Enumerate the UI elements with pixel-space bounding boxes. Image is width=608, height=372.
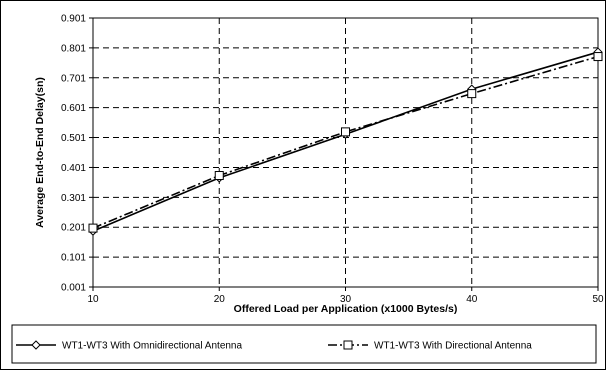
y-tick-label: 0.401 [61,163,86,174]
series-line [92,55,599,229]
y-tick-label: 0.301 [61,193,86,204]
square-marker [88,223,98,233]
x-axis-ticks: 10 20 30 40 50 [87,287,604,305]
y-axis-ticks: 0.001 0.101 0.201 0.301 0.401 0.501 0.601 0.701… [61,14,93,294]
legend-item-2: WT1-WT3 With Directional Antenna [328,340,532,352]
series-group [88,47,603,236]
y-tick-label: 0.701 [61,73,86,84]
legend-label: WT1-WT3 With Directional Antenna [374,341,532,352]
square-marker [343,340,353,350]
legend [11,324,597,364]
x-tick-label: 10 [87,294,99,305]
diamond-marker [31,340,41,350]
x-tick-label: 50 [592,294,604,305]
square-marker [593,52,603,62]
legend-label: WT1-WT3 With Omnidirectional Antenna [62,341,242,352]
y-tick-label: 0.801 [61,43,86,54]
y-tick-label: 0.001 [61,283,86,294]
square-marker [341,127,350,137]
y-axis-label: Average End-to-End Delay(sn) [34,77,46,228]
x-axis-label: Offered Load per Application (x1000 Byte… [234,303,458,315]
square-marker [467,89,477,99]
y-tick-label: 0.601 [61,103,86,114]
square-marker [214,171,224,181]
y-tick-label: 0.901 [61,14,86,25]
y-tick-label: 0.101 [61,253,86,264]
legend-item-1: WT1-WT3 With Omnidirectional Antenna [16,340,242,352]
grid [93,18,598,287]
x-tick-label: 30 [340,294,352,305]
y-tick-label: 0.501 [61,133,86,144]
y-tick-label: 0.201 [61,223,86,234]
legend-items: WT1-WT3 With Omnidirectional Antenna WT1-… [16,340,532,352]
x-tick-label: 20 [214,294,226,305]
x-tick-label: 40 [466,294,478,305]
series-2 [88,52,603,233]
